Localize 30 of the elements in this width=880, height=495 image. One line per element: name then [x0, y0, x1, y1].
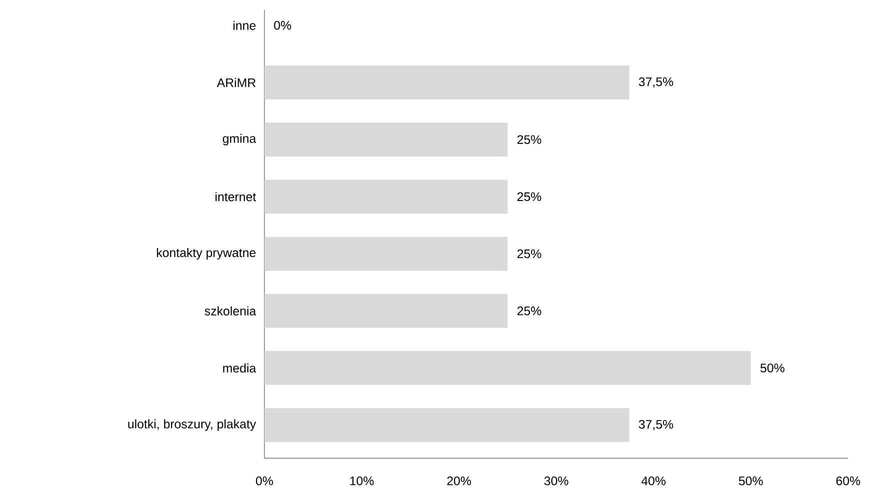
y-tick-label: media	[223, 363, 256, 373]
data-label: 0%	[274, 20, 292, 30]
y-tick-label: inne	[233, 20, 256, 30]
y-tick-label: ulotki, broszury, plakaty	[128, 419, 256, 431]
data-label: 25%	[517, 192, 542, 202]
data-label: 50%	[760, 364, 784, 372]
x-tick-label: 50%	[738, 476, 763, 486]
data-label: 37,5%	[638, 420, 674, 430]
bar	[264, 122, 508, 156]
x-tick-label: 20%	[447, 476, 471, 486]
data-label: 25%	[517, 249, 542, 258]
y-tick-label: kontakty prywatne	[156, 248, 256, 260]
x-tick-label: 0%	[256, 476, 273, 486]
bar	[264, 351, 751, 385]
x-tick-label: 40%	[641, 476, 666, 486]
data-label: 37,5%	[638, 77, 674, 88]
bar	[264, 66, 630, 100]
x-tick-label: 60%	[836, 476, 860, 486]
data-label: 25%	[517, 306, 542, 316]
bar	[264, 236, 508, 271]
y-tick-label: gmina	[222, 134, 256, 146]
x-tick-label: 30%	[544, 476, 568, 486]
bar	[264, 408, 630, 442]
data-label: 25%	[517, 135, 542, 144]
bar	[264, 180, 508, 214]
y-tick-label: ARiMR	[216, 78, 256, 87]
y-tick-label: szkolenia	[204, 306, 256, 316]
y-tick-label: internet	[216, 192, 256, 202]
bar	[264, 294, 508, 328]
x-tick-label: 10%	[350, 476, 374, 486]
